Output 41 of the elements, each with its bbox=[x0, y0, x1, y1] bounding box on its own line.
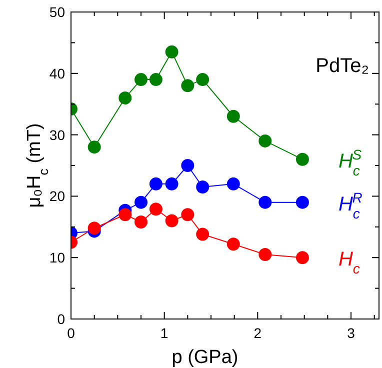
point bbox=[134, 73, 148, 86]
point bbox=[258, 248, 272, 262]
point bbox=[196, 180, 210, 194]
point bbox=[258, 134, 272, 148]
series-label: H$_{c}$ bbox=[338, 248, 360, 277]
point bbox=[181, 208, 194, 222]
point bbox=[134, 196, 148, 209]
y-tick-label: 0 bbox=[57, 311, 66, 327]
point bbox=[165, 214, 178, 228]
point bbox=[165, 177, 178, 190]
point bbox=[149, 177, 162, 190]
point bbox=[226, 238, 240, 251]
point bbox=[226, 177, 240, 190]
point bbox=[181, 79, 194, 92]
x-tick-label: 1 bbox=[160, 325, 168, 341]
x-tick-label: 3 bbox=[347, 325, 356, 341]
point bbox=[149, 202, 162, 216]
point bbox=[296, 196, 309, 209]
point bbox=[88, 140, 101, 154]
point bbox=[134, 215, 148, 228]
y-tick-label: 10 bbox=[49, 250, 66, 266]
x-tick-label: 0 bbox=[67, 325, 76, 341]
y-tick-label: 40 bbox=[49, 65, 66, 82]
point bbox=[181, 159, 194, 172]
y-tick-label: 30 bbox=[49, 126, 66, 143]
point bbox=[149, 73, 162, 86]
point bbox=[258, 196, 272, 209]
point bbox=[118, 208, 132, 222]
point bbox=[296, 251, 309, 264]
point bbox=[196, 73, 210, 86]
y-tick-label: 20 bbox=[49, 188, 66, 204]
point bbox=[118, 91, 132, 104]
annotation: PdTe₂ bbox=[316, 55, 369, 77]
point bbox=[88, 222, 101, 235]
point bbox=[296, 152, 309, 166]
x-tick-label: 2 bbox=[254, 325, 262, 341]
x-axis-title: p (GPa) bbox=[172, 347, 238, 368]
point bbox=[226, 110, 240, 123]
point bbox=[196, 228, 210, 241]
point bbox=[165, 45, 178, 58]
y-tick-label: 50 bbox=[49, 4, 66, 20]
